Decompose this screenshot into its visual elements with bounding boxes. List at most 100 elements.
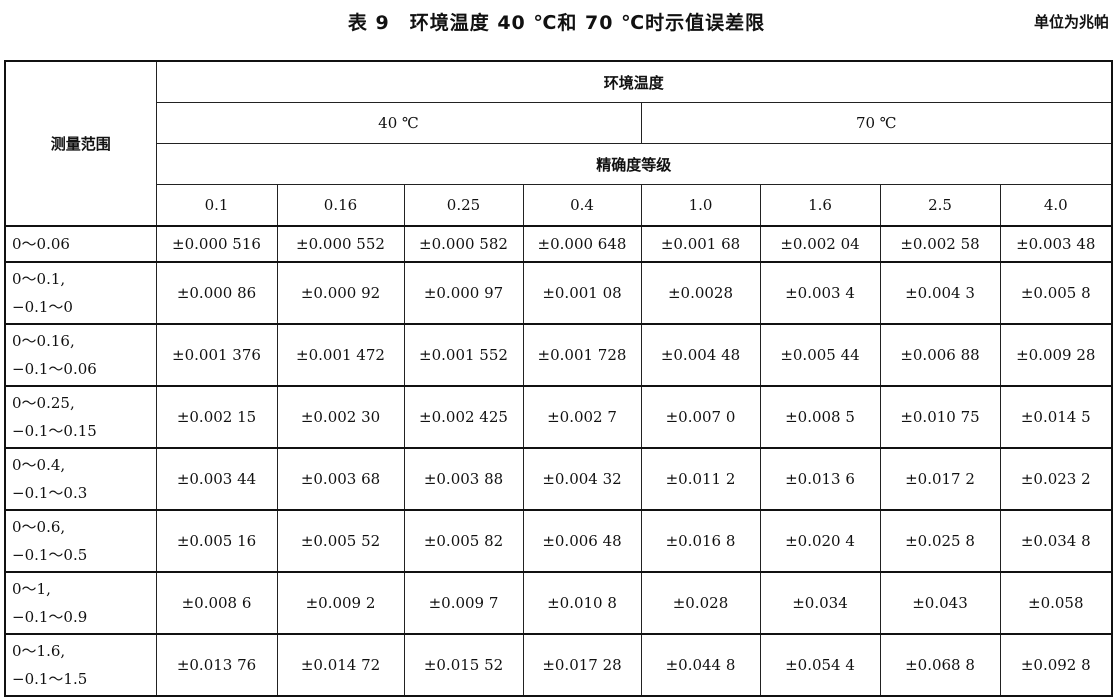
error-limit-cell: ±0.004 3	[879, 261, 1001, 325]
accuracy-class-header: 0.1	[155, 184, 278, 227]
table-row: 0～1.6, −0.1～1.5 ±0.013 76 ±0.014 72 ±0.015 5…	[4, 633, 1113, 697]
error-limit-cell: ±0.005 16	[155, 509, 278, 573]
accuracy-class-header: 0.16	[276, 184, 405, 227]
error-limit-cell: ±0.020 4	[759, 509, 881, 573]
error-limit-cell: ±0.011 2	[640, 447, 761, 511]
table-row: 0～0.16, −0.1～0.06 ±0.001 376 ±0.001 472 ±0.0…	[4, 323, 1113, 387]
range-cell: 0～0.4, −0.1～0.3	[4, 447, 157, 511]
accuracy-class-header: 0.4	[522, 184, 642, 227]
error-limit-cell: ±0.005 82	[403, 509, 524, 573]
range-line: 0～1.6,	[12, 642, 66, 660]
error-limit-cell: ±0.006 88	[879, 323, 1001, 387]
error-limit-cell: ±0.005 8	[999, 261, 1113, 325]
error-limit-cell: ±0.002 30	[276, 385, 405, 449]
range-line: −0.1～0.5	[12, 546, 88, 564]
error-limit-cell: ±0.000 516	[155, 225, 278, 263]
range-cell: 0～0.16, −0.1～0.06	[4, 323, 157, 387]
range-cell: 0～0.1, −0.1～0	[4, 261, 157, 325]
error-limit-cell: ±0.025 8	[879, 509, 1001, 573]
accuracy-class-header: 2.5	[879, 184, 1001, 227]
range-cell: 0～0.6, −0.1～0.5	[4, 509, 157, 573]
error-limit-cell: ±0.002 04	[759, 225, 881, 263]
error-limit-cell: ±0.014 5	[999, 385, 1113, 449]
error-limit-cell: ±0.034 8	[999, 509, 1113, 573]
range-line: 0～0.16,	[12, 332, 75, 350]
range-line: 0～0.6,	[12, 518, 66, 536]
error-limit-cell: ±0.002 425	[403, 385, 524, 449]
error-limit-cell: ±0.013 76	[155, 633, 278, 697]
error-limit-cell: ±0.004 48	[640, 323, 761, 387]
range-line: 0～0.4,	[12, 456, 66, 474]
range-cell: 0～0.06	[4, 225, 157, 263]
range-line: −0.1～0.06	[12, 360, 97, 378]
error-limit-cell: ±0.013 6	[759, 447, 881, 511]
error-limit-cell: ±0.014 72	[276, 633, 405, 697]
table-row: 0～0.6, −0.1～0.5 ±0.005 16 ±0.005 52 ±0.005 8…	[4, 509, 1113, 573]
table-row: 0～1, −0.1～0.9 ±0.008 6 ±0.009 2 ±0.009 7 ±0.0…	[4, 571, 1113, 635]
error-limit-cell: ±0.016 8	[640, 509, 761, 573]
error-limit-cell: ±0.000 97	[403, 261, 524, 325]
error-limit-cell: ±0.010 8	[522, 571, 642, 635]
table-row: 0～0.06 ±0.000 516 ±0.000 552 ±0.000 582 ±0.0…	[4, 225, 1113, 263]
table-title: 表 9 环境温度 40 ℃和 70 ℃时示值误差限	[347, 12, 766, 34]
error-limit-cell: ±0.003 44	[155, 447, 278, 511]
range-header: 测量范围	[4, 60, 157, 227]
range-line: 0～1,	[12, 580, 51, 598]
range-line: −0.1～1.5	[12, 670, 88, 688]
error-limit-cell: ±0.005 44	[759, 323, 881, 387]
error-limit-cell: ±0.0028	[640, 261, 761, 325]
error-limit-cell: ±0.001 376	[155, 323, 278, 387]
error-limit-cell: ±0.008 6	[155, 571, 278, 635]
error-limit-cell: ±0.028	[640, 571, 761, 635]
error-limit-cell: ±0.000 92	[276, 261, 405, 325]
accuracy-header: 精确度等级	[155, 143, 1113, 185]
error-limit-cell: ±0.017 28	[522, 633, 642, 697]
error-limit-cell: ±0.003 4	[759, 261, 881, 325]
range-line: −0.1～0.3	[12, 484, 88, 502]
error-limit-cell: ±0.009 2	[276, 571, 405, 635]
error-limit-cell: ±0.010 75	[879, 385, 1001, 449]
temp-40-header: 40 ℃	[155, 102, 642, 144]
error-limit-cell: ±0.002 7	[522, 385, 642, 449]
range-line: −0.1～0.15	[12, 422, 97, 440]
error-limit-cell: ±0.001 472	[276, 323, 405, 387]
range-cell: 0～1, −0.1～0.9	[4, 571, 157, 635]
range-line: 0～0.1,	[12, 270, 66, 288]
error-limit-table: 测量范围 环境温度 40 ℃ 70 ℃ 精确度等级 0.1 0.16 0.25 0.4…	[4, 60, 1113, 697]
error-limit-cell: ±0.005 52	[276, 509, 405, 573]
range-line: 0～0.06	[12, 235, 70, 253]
accuracy-class-header: 0.25	[403, 184, 524, 227]
error-limit-cell: ±0.007 0	[640, 385, 761, 449]
error-limit-cell: ±0.008 5	[759, 385, 881, 449]
accuracy-class-header: 4.0	[999, 184, 1113, 227]
error-limit-cell: ±0.000 582	[403, 225, 524, 263]
range-line: −0.1～0.9	[12, 608, 88, 626]
range-cell: 0～0.25, −0.1～0.15	[4, 385, 157, 449]
error-limit-cell: ±0.054 4	[759, 633, 881, 697]
error-limit-cell: ±0.058	[999, 571, 1113, 635]
error-limit-cell: ±0.068 8	[879, 633, 1001, 697]
error-limit-cell: ±0.092 8	[999, 633, 1113, 697]
error-limit-cell: ±0.001 552	[403, 323, 524, 387]
table-row: 0～0.25, −0.1～0.15 ±0.002 15 ±0.002 30 ±0.002…	[4, 385, 1113, 449]
range-cell: 0～1.6, −0.1～1.5	[4, 633, 157, 697]
table-row: 0～0.1, −0.1～0 ±0.000 86 ±0.000 92 ±0.000 97 ±…	[4, 261, 1113, 325]
error-limit-cell: ±0.002 58	[879, 225, 1001, 263]
error-limit-cell: ±0.006 48	[522, 509, 642, 573]
unit-label: 单位为兆帕	[1033, 13, 1109, 31]
error-limit-cell: ±0.009 7	[403, 571, 524, 635]
error-limit-cell: ±0.034	[759, 571, 881, 635]
env-temp-header: 环境温度	[155, 60, 1113, 103]
error-limit-cell: ±0.001 68	[640, 225, 761, 263]
error-limit-cell: ±0.015 52	[403, 633, 524, 697]
error-limit-cell: ±0.043	[879, 571, 1001, 635]
range-line: −0.1～0	[12, 298, 73, 316]
error-limit-cell: ±0.003 48	[999, 225, 1113, 263]
accuracy-class-header: 1.6	[759, 184, 881, 227]
accuracy-class-header: 1.0	[640, 184, 761, 227]
error-limit-cell: ±0.001 08	[522, 261, 642, 325]
error-limit-cell: ±0.000 648	[522, 225, 642, 263]
temp-70-header: 70 ℃	[640, 102, 1113, 144]
error-limit-cell: ±0.003 68	[276, 447, 405, 511]
error-limit-cell: ±0.044 8	[640, 633, 761, 697]
